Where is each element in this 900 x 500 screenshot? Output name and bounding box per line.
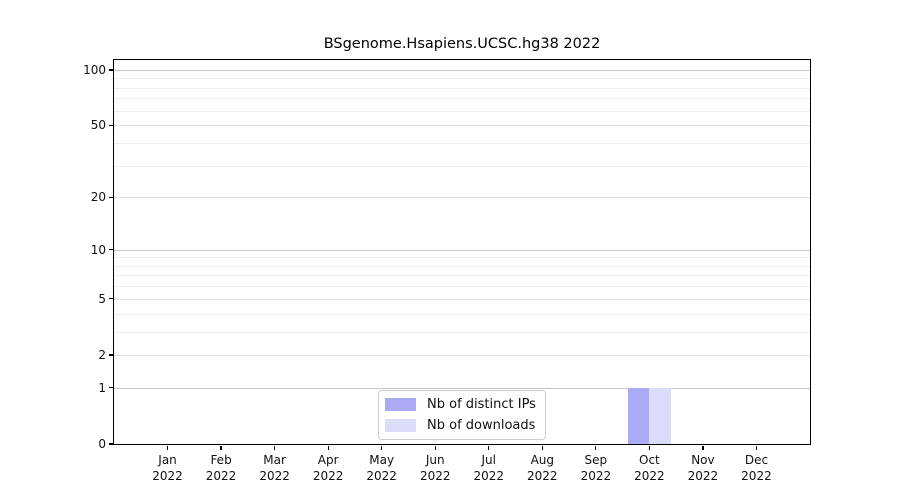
- chart-title: BSgenome.Hsapiens.UCSC.hg38 2022: [323, 36, 601, 52]
- x-tick-label-line: 2022: [152, 469, 183, 483]
- y-minor-gridline: [114, 98, 810, 100]
- y-minor-gridline: [114, 87, 810, 89]
- legend-label: Nb of distinct IPs: [427, 397, 536, 412]
- x-tick-label: Aug 2022: [500, 452, 584, 484]
- x-tick-label: Jun 2022: [393, 452, 477, 484]
- x-tick-label-line: 2022: [205, 469, 237, 483]
- x-tick-label: Mar 2022: [233, 452, 317, 484]
- legend-label: Nb of downloads: [427, 418, 536, 433]
- x-tick-mark: [166, 445, 169, 450]
- y-minor-gridline: [114, 142, 810, 144]
- x-tick-mark: [541, 445, 543, 450]
- x-tick-label: Jan 2022: [126, 452, 210, 484]
- bar-oct-series0: [627, 387, 650, 444]
- x-tick-label-line: Jun: [425, 453, 445, 467]
- x-tick-label-line: 2022: [687, 469, 719, 483]
- x-tick-label-line: 2022: [473, 469, 505, 483]
- x-tick-label: Sep 2022: [554, 452, 638, 484]
- y-gridline: [114, 354, 810, 356]
- y-tick-label: 10: [90, 242, 106, 257]
- legend-item: Nb of distinct IPs: [385, 397, 536, 412]
- x-tick-mark: [755, 445, 758, 450]
- x-tick-label-line: Oct: [639, 453, 660, 467]
- x-tick-label: Nov 2022: [661, 452, 745, 484]
- y-tick-label: 2: [98, 347, 106, 362]
- y-tick-mark: [109, 387, 114, 389]
- x-tick-label-line: Apr: [317, 453, 339, 467]
- y-gridline: [114, 69, 810, 71]
- x-tick-mark: [381, 445, 383, 450]
- y-tick-label: 0: [98, 437, 106, 451]
- y-tick-mark: [109, 124, 114, 126]
- x-tick-label-line: Dec: [744, 453, 769, 467]
- x-tick-mark: [702, 445, 704, 450]
- x-tick-label: Apr 2022: [286, 452, 370, 484]
- y-tick-mark: [109, 354, 114, 356]
- x-tick-mark: [595, 445, 597, 450]
- x-tick-label-line: 2022: [741, 469, 772, 483]
- y-tick-label: 100: [83, 62, 106, 77]
- x-tick-label-line: Sep: [584, 453, 608, 467]
- y-gridline: [114, 387, 810, 389]
- x-tick-label-line: Aug: [530, 453, 555, 467]
- y-tick-mark: [109, 443, 114, 445]
- y-gridline: [114, 298, 810, 300]
- y-tick-mark: [109, 298, 114, 300]
- x-tick-label: Jul 2022: [447, 452, 531, 484]
- x-tick-label: Dec 2022: [714, 452, 798, 484]
- x-tick-mark: [434, 445, 436, 450]
- x-tick-label: May 2022: [340, 452, 424, 484]
- x-tick-mark: [488, 445, 490, 450]
- y-tick-label: 20: [90, 190, 106, 205]
- y-tick-mark: [109, 248, 114, 251]
- plot-area: [114, 60, 810, 444]
- y-gridline: [114, 197, 810, 199]
- x-tick-mark: [220, 445, 222, 450]
- y-minor-gridline: [114, 275, 810, 277]
- x-tick-label-line: Nov: [691, 453, 715, 467]
- x-tick-label-line: Mar: [263, 453, 286, 467]
- y-minor-gridline: [114, 257, 810, 259]
- legend-item: Nb of downloads: [385, 418, 536, 433]
- legend: Nb of distinct IPs Nb of downloads: [378, 390, 546, 440]
- x-tick-label-line: 2022: [527, 469, 558, 483]
- y-minor-gridline: [114, 265, 810, 267]
- y-tick-label: 5: [98, 291, 106, 306]
- bar-oct-series1: [649, 387, 671, 444]
- x-tick-label-line: Feb: [210, 453, 232, 467]
- x-tick-label-line: Jan: [158, 453, 177, 467]
- y-minor-gridline: [114, 331, 810, 333]
- y-tick-mark: [109, 196, 114, 198]
- y-minor-gridline: [114, 313, 810, 315]
- x-tick-label-line: May: [369, 453, 395, 467]
- y-minor-gridline: [114, 110, 810, 112]
- y-minor-gridline: [114, 165, 810, 167]
- x-tick-label-line: 2022: [366, 469, 397, 483]
- y-tick-mark: [109, 69, 114, 71]
- y-minor-gridline: [114, 286, 810, 288]
- legend-swatch-0: [385, 398, 416, 411]
- x-tick-label-line: 2022: [580, 469, 612, 483]
- x-tick-mark: [327, 445, 329, 450]
- x-tick-mark: [273, 445, 276, 450]
- legend-swatch-1: [385, 419, 416, 432]
- x-tick-label-line: 2022: [259, 469, 290, 483]
- x-tick-label-line: 2022: [634, 469, 665, 483]
- y-tick-label: 1: [98, 380, 106, 395]
- x-tick-label-line: 2022: [312, 469, 344, 483]
- y-minor-gridline: [114, 78, 810, 80]
- x-tick-label: Oct 2022: [607, 452, 691, 484]
- y-gridline: [114, 125, 810, 127]
- y-gridline: [114, 249, 810, 251]
- x-tick-label-line: Jul: [481, 453, 496, 467]
- x-tick-mark: [648, 445, 651, 450]
- y-tick-label: 50: [90, 118, 106, 133]
- x-tick-label: Feb 2022: [179, 452, 263, 484]
- x-tick-label-line: 2022: [419, 469, 451, 483]
